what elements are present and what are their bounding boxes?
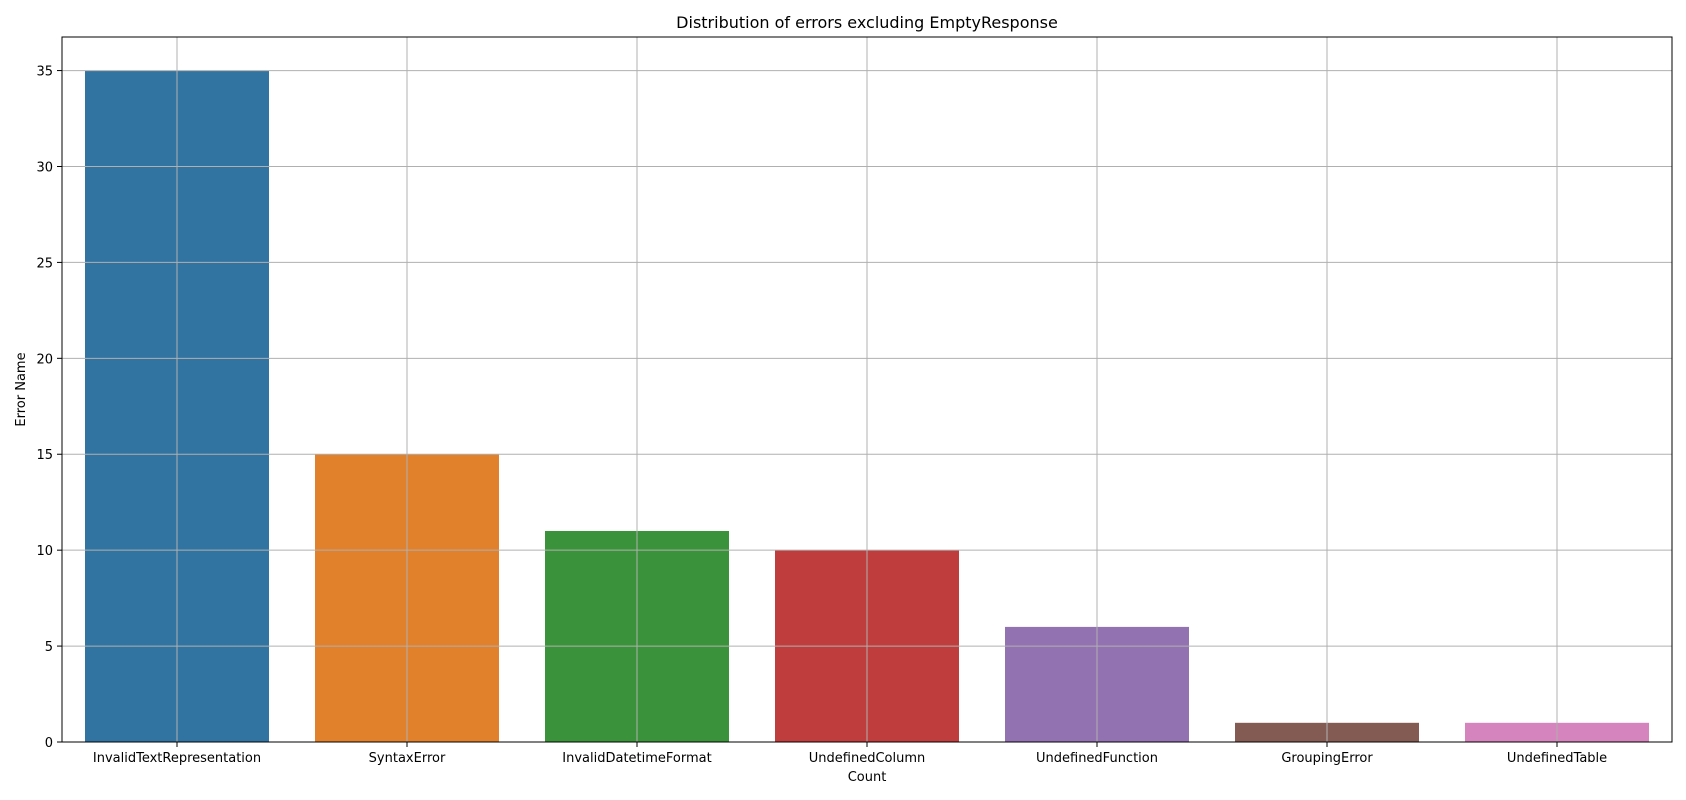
y-tick-label: 10 — [36, 544, 53, 559]
plot-frame — [61, 36, 1673, 743]
ticks-layer: 0 5 10 15 20 25 30 35 InvalidTextRepresentation S… — [36, 65, 1607, 766]
x-tick-label: InvalidDatetimeFormat — [562, 751, 711, 766]
y-axis-label: Error Name — [14, 352, 29, 426]
y-tick-label: 35 — [36, 65, 53, 80]
y-tick-label: 30 — [36, 160, 53, 175]
chart-title: Distribution of errors excluding EmptyRe… — [676, 13, 1058, 32]
x-tick-label: UndefinedColumn — [809, 751, 925, 766]
x-tick-label: InvalidTextRepresentation — [93, 751, 261, 766]
x-tick-label: GroupingError — [1281, 751, 1373, 766]
x-tick-label: SyntaxError — [369, 751, 446, 766]
y-tick-label: 5 — [45, 640, 53, 655]
y-tick-label: 25 — [36, 256, 53, 271]
x-axis-label: Count — [848, 770, 887, 785]
y-tick-label: 0 — [45, 736, 53, 751]
y-tick-label: 15 — [36, 448, 53, 463]
grid-layer — [62, 37, 1672, 743]
y-tick-label: 20 — [36, 352, 53, 367]
x-tick-label: UndefinedTable — [1507, 751, 1607, 766]
x-tick-label: UndefinedFunction — [1036, 751, 1158, 766]
